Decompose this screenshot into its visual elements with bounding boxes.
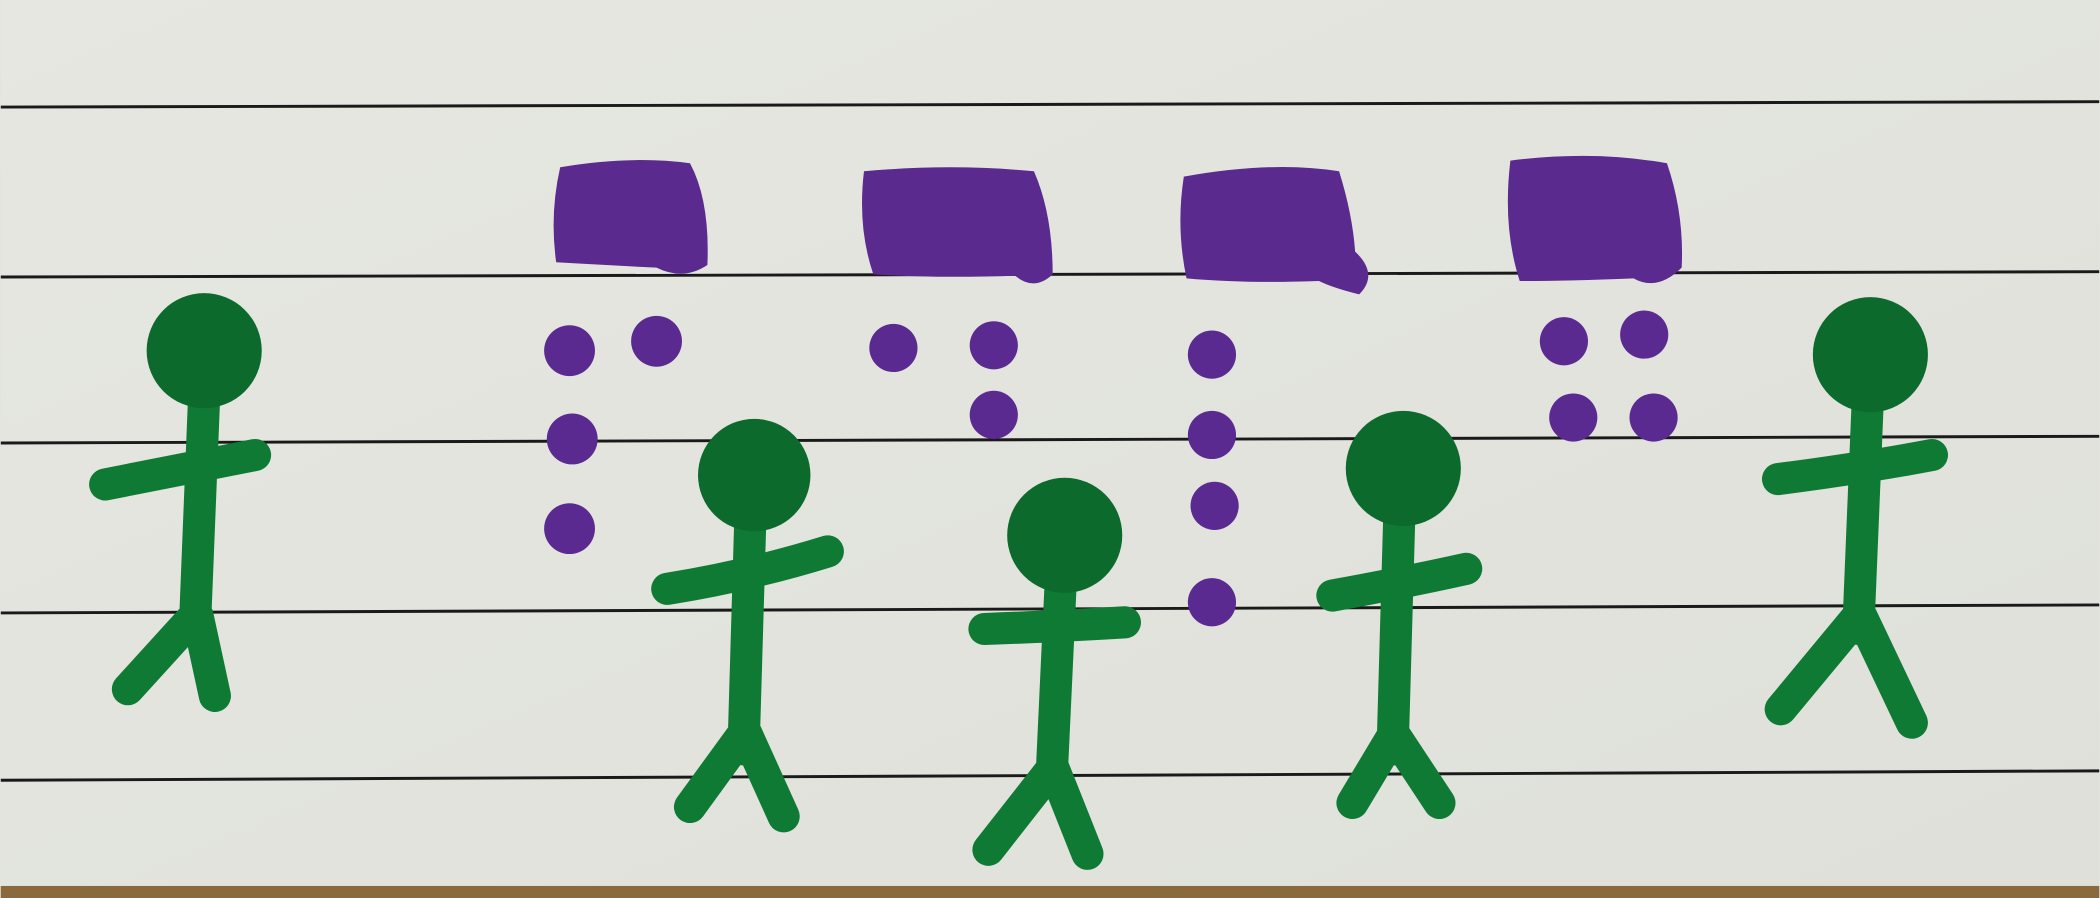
speech-box — [1180, 167, 1369, 295]
figure-body — [89, 378, 272, 712]
dot — [544, 503, 595, 555]
dot — [969, 390, 1018, 439]
speech-boxes — [553, 155, 1683, 295]
dot — [1187, 410, 1237, 460]
dot — [1539, 317, 1588, 366]
stick-figure — [1316, 410, 1483, 820]
dot — [869, 323, 918, 373]
figure-head — [1812, 297, 1928, 413]
rule-line — [0, 100, 2100, 109]
dot — [544, 325, 595, 377]
figure-head — [146, 293, 262, 409]
dot — [1549, 393, 1598, 442]
speech-box — [553, 160, 708, 274]
figure-body — [968, 566, 1142, 870]
figure-head — [1007, 477, 1123, 593]
dot — [1629, 393, 1678, 442]
stick-figure — [651, 418, 844, 833]
table-edge — [0, 885, 2100, 898]
stick-figure — [1761, 297, 1949, 739]
figure-body — [1761, 385, 1949, 739]
dot — [1187, 330, 1237, 379]
figure-head — [1345, 410, 1461, 526]
dot — [546, 413, 598, 465]
figure-body — [651, 505, 844, 833]
figure-body — [1316, 499, 1483, 820]
speech-box — [862, 167, 1053, 284]
dot — [969, 321, 1018, 370]
dot — [1620, 310, 1669, 359]
stick-figure — [89, 293, 272, 712]
dot — [631, 315, 682, 367]
rule-line — [0, 434, 2100, 445]
dot — [1190, 481, 1239, 530]
speech-dots — [544, 310, 1678, 627]
figure-head — [698, 418, 811, 532]
stick-figure — [968, 477, 1142, 870]
speech-box — [1507, 155, 1683, 284]
dot — [1187, 578, 1237, 627]
